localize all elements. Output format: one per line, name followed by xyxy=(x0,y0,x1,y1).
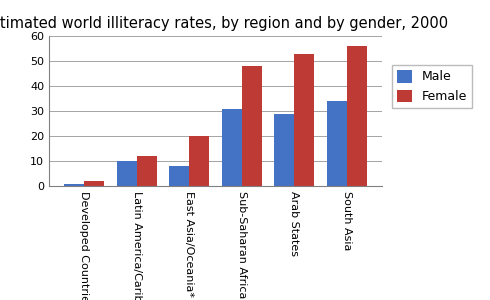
Bar xyxy=(222,109,242,186)
Title: Estimated world illiteracy rates, by region and by gender, 2000: Estimated world illiteracy rates, by reg… xyxy=(0,16,448,31)
Bar xyxy=(274,113,294,186)
Bar xyxy=(170,166,189,186)
Bar xyxy=(117,161,137,186)
Bar xyxy=(137,156,157,186)
Bar xyxy=(189,136,209,186)
Bar xyxy=(242,66,262,186)
Bar xyxy=(347,46,367,186)
Bar xyxy=(294,53,315,186)
Bar xyxy=(64,184,84,186)
Legend: Male, Female: Male, Female xyxy=(392,65,472,108)
Bar xyxy=(327,101,347,186)
Bar xyxy=(84,181,104,186)
